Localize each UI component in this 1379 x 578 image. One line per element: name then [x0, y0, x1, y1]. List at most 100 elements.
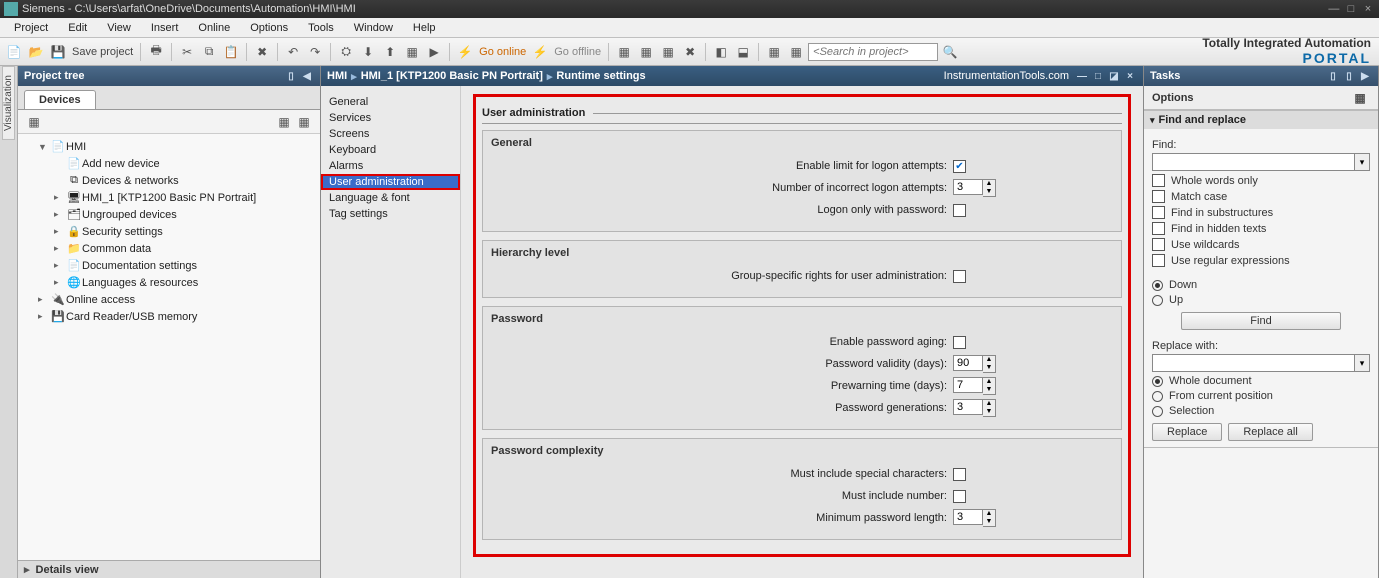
spin-up-icon[interactable]: ▲ [983, 356, 995, 364]
open-project-icon[interactable]: 📂 [26, 42, 46, 62]
spin-down-icon[interactable]: ▼ [983, 364, 995, 372]
menu-online[interactable]: Online [188, 20, 240, 36]
go-online-icon[interactable]: ⚡ [455, 42, 475, 62]
simulate-icon[interactable]: ▦ [402, 42, 422, 62]
side-tab-visualization[interactable]: Visualization [0, 66, 18, 578]
expand-icon[interactable]: ▸ [54, 226, 66, 237]
tree-item[interactable]: ▸🔌Online access [18, 291, 320, 308]
details-view-bar[interactable]: ▸ Details view [18, 560, 320, 578]
gens-input[interactable] [953, 399, 983, 415]
expand-icon[interactable]: ▸ [54, 277, 66, 288]
prewarn-input[interactable] [953, 377, 983, 393]
split-h-icon[interactable]: ◧ [711, 42, 731, 62]
nav-item-services[interactable]: Services [321, 110, 460, 126]
validity-spinner[interactable]: ▲▼ [953, 355, 996, 373]
tool-icon-1[interactable]: ▦ [614, 42, 634, 62]
tree-view-icon-2[interactable]: ▦ [294, 112, 314, 132]
spin-down-icon[interactable]: ▼ [983, 188, 995, 196]
validity-input[interactable] [953, 355, 983, 371]
menu-window[interactable]: Window [344, 20, 403, 36]
expand-icon[interactable]: ▸ [54, 260, 66, 271]
replace-input[interactable] [1152, 354, 1355, 372]
expand-icon[interactable]: ▼ [38, 142, 50, 152]
tree-item[interactable]: ▸💾Card Reader/USB memory [18, 308, 320, 325]
nav-item-user-administration[interactable]: User administration [321, 174, 460, 190]
tasks-pin-icon[interactable]: ▯ [1326, 69, 1340, 83]
minlen-input[interactable] [953, 509, 983, 525]
expand-icon[interactable]: ▸ [54, 192, 66, 203]
aging-checkbox[interactable] [953, 336, 966, 349]
replace-dropdown-icon[interactable]: ▾ [1355, 354, 1370, 372]
print-icon[interactable]: 🖶 [146, 42, 166, 62]
pin-icon[interactable]: ▯ [284, 69, 298, 83]
new-project-icon[interactable]: 📄 [4, 42, 24, 62]
spin-up-icon[interactable]: ▲ [983, 400, 995, 408]
logon-pw-checkbox[interactable] [953, 204, 966, 217]
check-whole-words-only[interactable] [1152, 174, 1165, 187]
go-online-label[interactable]: Go online [477, 46, 528, 58]
tree-item[interactable]: ▸📄Documentation settings [18, 257, 320, 274]
attempts-input[interactable] [953, 179, 983, 195]
replace-button[interactable]: Replace [1152, 423, 1222, 441]
nav-item-alarms[interactable]: Alarms [321, 158, 460, 174]
find-button[interactable]: Find [1181, 312, 1341, 330]
undo-icon[interactable]: ↶ [283, 42, 303, 62]
breadcrumb-2[interactable]: Runtime settings [556, 70, 645, 82]
spin-down-icon[interactable]: ▼ [983, 518, 995, 526]
check-use-regular-expressions[interactable] [1152, 254, 1165, 267]
spin-up-icon[interactable]: ▲ [983, 510, 995, 518]
find-replace-header[interactable]: ▾ Find and replace [1144, 110, 1378, 129]
prewarn-spinner[interactable]: ▲▼ [953, 377, 996, 395]
tasks-arrow-icon[interactable]: ▯ [1342, 69, 1356, 83]
spin-down-icon[interactable]: ▼ [983, 386, 995, 394]
tool-icon-4[interactable]: ✖ [680, 42, 700, 62]
number-checkbox[interactable] [953, 490, 966, 503]
dir-up-radio[interactable] [1152, 295, 1163, 306]
menu-tools[interactable]: Tools [298, 20, 344, 36]
tool-icon-2[interactable]: ▦ [636, 42, 656, 62]
enable-limit-checkbox[interactable]: ✔ [953, 160, 966, 173]
expand-icon[interactable]: ▸ [38, 311, 50, 322]
compile-icon[interactable]: ⛭ [336, 42, 356, 62]
nav-item-language-font[interactable]: Language & font [321, 190, 460, 206]
breadcrumb-0[interactable]: HMI [327, 70, 347, 82]
options-icon[interactable]: ▦ [1350, 88, 1370, 108]
tasks-collapse-icon[interactable]: ▶ [1358, 69, 1372, 83]
check-use-wildcards[interactable] [1152, 238, 1165, 251]
spin-down-icon[interactable]: ▼ [983, 408, 995, 416]
expand-icon[interactable]: ▸ [54, 243, 66, 254]
project-tree[interactable]: ▼📄HMI📄Add new device⧉Devices & networks▸… [18, 134, 320, 560]
find-input[interactable] [1152, 153, 1355, 171]
menu-insert[interactable]: Insert [141, 20, 189, 36]
tree-item[interactable]: ▸🖥HMI_1 [KTP1200 Basic PN Portrait] [18, 189, 320, 206]
minlen-spinner[interactable]: ▲▼ [953, 509, 996, 527]
search-go-icon[interactable]: 🔍 [940, 42, 960, 62]
nav-item-general[interactable]: General [321, 94, 460, 110]
split-v-icon[interactable]: ⬓ [733, 42, 753, 62]
redo-icon[interactable]: ↷ [305, 42, 325, 62]
tree-item[interactable]: 📄Add new device [18, 155, 320, 172]
nav-item-keyboard[interactable]: Keyboard [321, 142, 460, 158]
editor-close-icon[interactable]: × [1123, 69, 1137, 83]
scope-radio[interactable] [1152, 406, 1163, 417]
tree-item[interactable]: ▸🗂Ungrouped devices [18, 206, 320, 223]
download-icon[interactable]: ⬇ [358, 42, 378, 62]
delete-icon[interactable]: ✖ [252, 42, 272, 62]
menu-options[interactable]: Options [240, 20, 298, 36]
editor-min-icon[interactable]: — [1075, 69, 1089, 83]
menu-project[interactable]: Project [4, 20, 58, 36]
tree-item[interactable]: ▸🌐Languages & resources [18, 274, 320, 291]
menu-edit[interactable]: Edit [58, 20, 97, 36]
tree-item[interactable]: ⧉Devices & networks [18, 172, 320, 189]
menu-view[interactable]: View [97, 20, 141, 36]
tree-item[interactable]: ▼📄HMI [18, 138, 320, 155]
cut-icon[interactable]: ✂ [177, 42, 197, 62]
close-icon[interactable]: × [1361, 3, 1375, 15]
go-offline-icon[interactable]: ⚡ [530, 42, 550, 62]
maximize-icon[interactable]: □ [1344, 3, 1358, 15]
scope-radio[interactable] [1152, 391, 1163, 402]
save-icon[interactable]: 💾 [48, 42, 68, 62]
group-rights-checkbox[interactable] [953, 270, 966, 283]
editor-float-icon[interactable]: ◪ [1107, 69, 1121, 83]
editor-max-icon[interactable]: □ [1091, 69, 1105, 83]
